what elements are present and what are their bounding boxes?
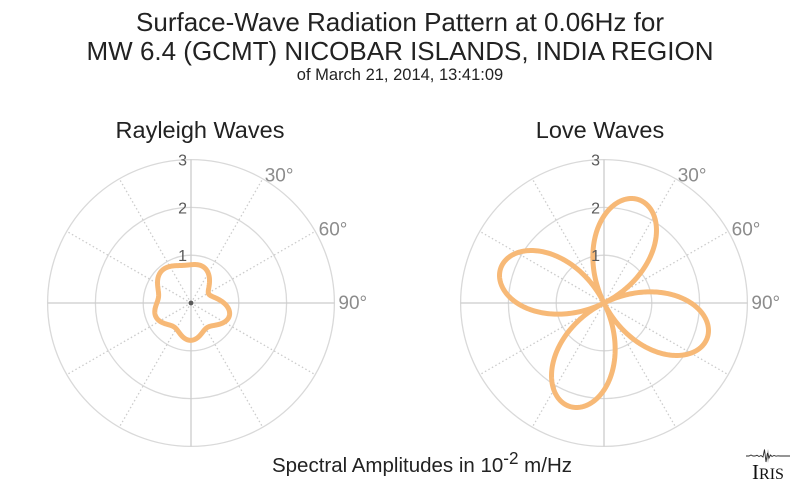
svg-text:1: 1	[591, 248, 600, 265]
svg-text:2: 2	[591, 200, 600, 217]
svg-text:60°: 60°	[319, 219, 348, 240]
svg-text:90°: 90°	[751, 293, 780, 314]
svg-text:60°: 60°	[732, 219, 761, 240]
svg-text:30°: 30°	[265, 165, 294, 186]
svg-text:30°: 30°	[678, 165, 707, 186]
svg-text:3: 3	[178, 153, 187, 170]
svg-text:90°: 90°	[338, 293, 367, 314]
svg-text:3: 3	[591, 153, 600, 170]
svg-text:1: 1	[178, 248, 187, 265]
svg-text:2: 2	[178, 200, 187, 217]
